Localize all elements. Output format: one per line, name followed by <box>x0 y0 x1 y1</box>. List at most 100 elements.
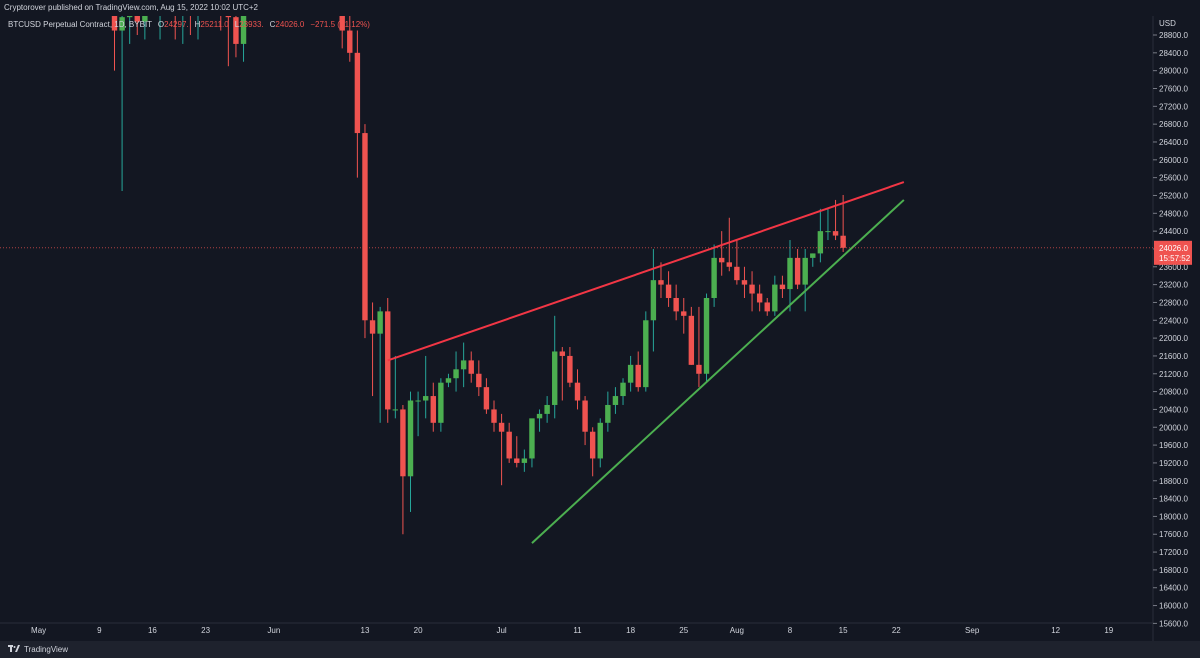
price-tick-label: 24800.0 <box>1159 209 1188 218</box>
candle-body <box>810 253 816 258</box>
candle-up <box>182 16 184 44</box>
price-tick-label: 17200.0 <box>1159 548 1188 557</box>
candle-down <box>696 306 702 388</box>
candle-up <box>787 240 793 312</box>
candle-body <box>726 262 732 267</box>
legend-low-label: L <box>235 20 240 29</box>
candle-down <box>476 360 482 397</box>
time-axis-label: 8 <box>788 626 793 635</box>
price-tick-label: 25200.0 <box>1159 191 1188 200</box>
price-tick-label: 21600.0 <box>1159 352 1188 361</box>
candle-body <box>506 431 512 459</box>
price-tick-label: 22800.0 <box>1159 298 1188 307</box>
candle-body <box>536 413 543 419</box>
candle-down <box>582 396 588 446</box>
candle-down <box>498 413 505 486</box>
candle-body <box>415 400 421 402</box>
candle-up <box>438 378 444 432</box>
candle-up <box>810 253 816 267</box>
candle-up <box>377 306 383 423</box>
price-tick-label: 26000.0 <box>1159 156 1188 165</box>
price-chart[interactable]: USD 28800.0 28400.0 28000.0 27600.0 27200.0 26… <box>0 0 1200 641</box>
candle-down <box>339 16 345 49</box>
candle-body <box>749 284 755 294</box>
candle-body <box>688 315 695 365</box>
time-axis-label: Sep <box>965 626 980 635</box>
candle-down <box>483 378 490 414</box>
candle-body <box>134 16 140 22</box>
current-price-label: 24026.0 <box>1159 244 1188 253</box>
candle-body <box>802 257 808 285</box>
legend-open-label: O <box>158 20 164 29</box>
candle-body <box>142 16 148 22</box>
candle-down <box>779 275 786 298</box>
trendline-resistance[interactable] <box>387 181 905 362</box>
candle-up <box>392 355 399 419</box>
candle-body <box>552 351 558 405</box>
candle-up <box>772 275 778 316</box>
candle-body <box>240 16 247 44</box>
candle-up <box>552 315 558 419</box>
publisher-line: Cryptorover published on TradingView.com… <box>0 0 1200 16</box>
price-tick-label: 18800.0 <box>1159 477 1188 486</box>
candle-body <box>779 284 786 290</box>
price-tick-label: 21200.0 <box>1159 370 1188 379</box>
price-tick-label: 17600.0 <box>1159 530 1188 539</box>
candle-body <box>407 400 414 477</box>
candle-down <box>574 369 581 410</box>
candle-up <box>650 248 657 352</box>
price-tick-label: 16400.0 <box>1159 584 1188 593</box>
price-tick-label: 28400.0 <box>1159 49 1188 58</box>
candle-down <box>635 351 641 392</box>
legend-close-value: 24026.0 <box>275 20 304 29</box>
candle-down <box>665 271 672 307</box>
price-tick-label: 25600.0 <box>1159 174 1188 183</box>
candle-up <box>620 378 626 405</box>
candle-body <box>369 320 376 334</box>
candle-down <box>220 16 222 31</box>
candle-body <box>119 17 125 31</box>
candle-down <box>491 400 497 432</box>
price-tick-label: 23200.0 <box>1159 281 1188 290</box>
candle-down <box>749 271 755 312</box>
candle-body <box>574 382 581 401</box>
current-price-badge <box>1154 240 1192 265</box>
candle-down <box>726 217 732 272</box>
candle-down <box>794 248 801 290</box>
time-axis-label: 13 <box>361 626 370 635</box>
price-axis-currency: USD <box>1159 19 1176 28</box>
time-axis-label: Aug <box>730 626 744 635</box>
price-tick-label: 19200.0 <box>1159 459 1188 468</box>
candle-down <box>225 16 232 67</box>
price-tick-label: 18400.0 <box>1159 495 1188 504</box>
candle-up <box>605 391 611 432</box>
price-tick-label: 20800.0 <box>1159 388 1188 397</box>
candle-body <box>840 235 846 248</box>
candle-body <box>719 257 725 263</box>
candle-body <box>521 458 528 463</box>
candle-body <box>658 280 664 285</box>
legend-high-value: 25211.0 <box>200 20 229 29</box>
time-axis-label: Jul <box>496 626 506 635</box>
candle-body <box>794 257 801 285</box>
candle-down <box>369 302 376 397</box>
publisher-text: Cryptorover published on TradingView.com… <box>4 3 259 12</box>
time-axis-label: 25 <box>679 626 688 635</box>
trendline-support[interactable] <box>531 199 905 544</box>
price-tick-label: 26400.0 <box>1159 138 1188 147</box>
time-axis-label: 22 <box>892 626 901 635</box>
legend-change-value: −271.5 (−1.12%) <box>310 20 370 29</box>
candle-body <box>559 351 566 356</box>
footer-brand: TradingView <box>24 645 69 654</box>
time-axis-label: 23 <box>201 626 210 635</box>
candle-up <box>536 409 543 432</box>
candle-body <box>567 355 573 383</box>
candle-up <box>142 16 148 40</box>
candle-up <box>119 16 125 192</box>
candle-down <box>658 262 664 298</box>
candle-up <box>627 355 634 392</box>
candle-body <box>627 364 634 383</box>
candle-down <box>134 16 140 35</box>
candle-up <box>240 16 247 62</box>
ohlc-legend: BTCUSD Perpetual Contract, 1D, BYBIT O242… <box>8 20 370 29</box>
